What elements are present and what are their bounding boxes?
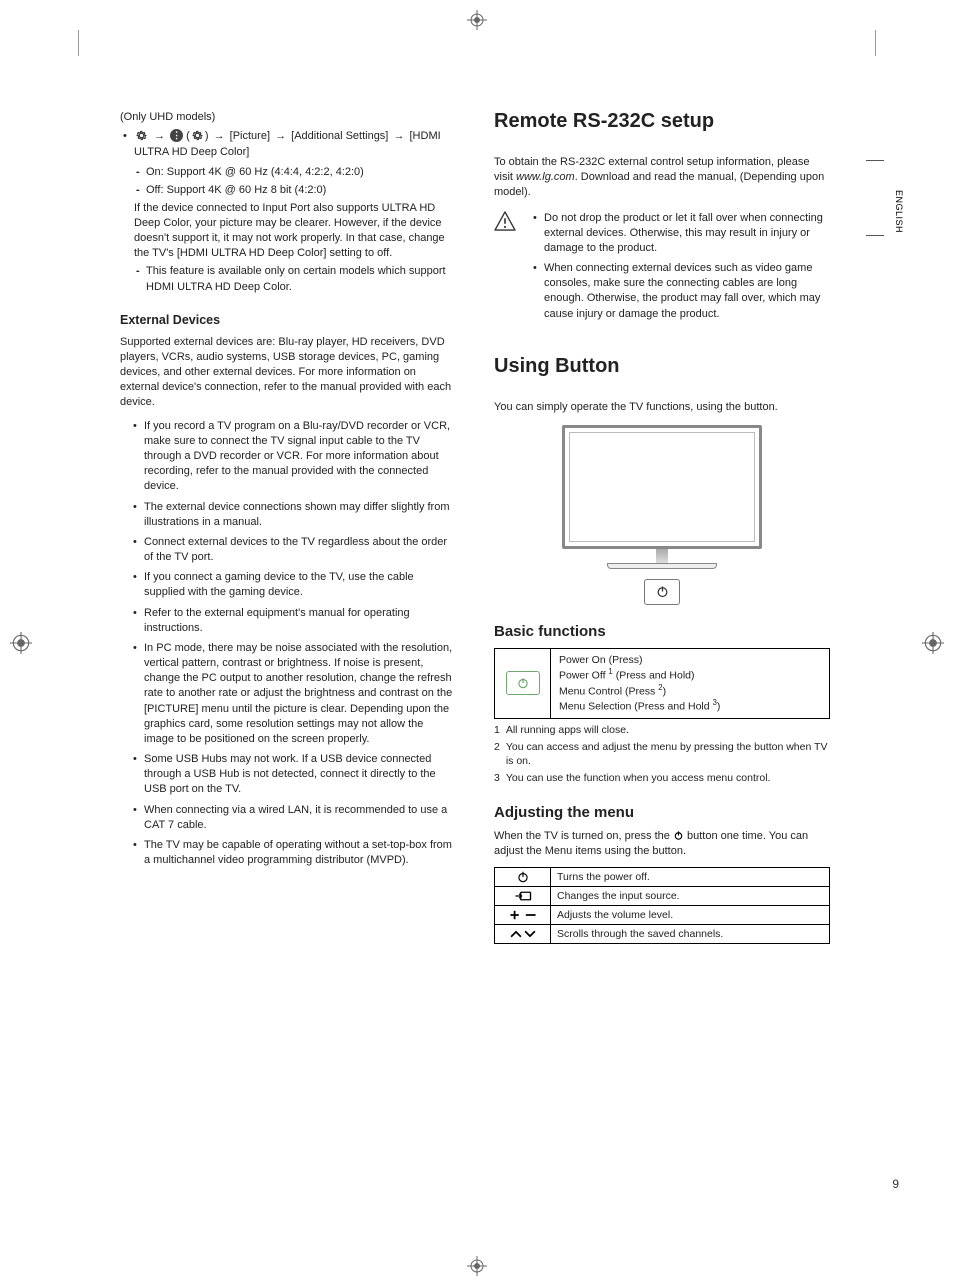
list-item: If you connect a gaming device to the TV… (144, 570, 456, 600)
caution-icon (494, 211, 516, 231)
crop-target-icon (10, 632, 32, 654)
power-icon (516, 676, 530, 690)
page-number: 9 (892, 1177, 899, 1191)
power-icon (655, 584, 670, 599)
menu-functions-table: Turns the power off. Changes the input s… (494, 867, 830, 944)
subsection-heading: Adjusting the menu (494, 804, 830, 821)
power-button-icon (506, 671, 540, 695)
list-item: Connect external devices to the TV regar… (144, 535, 456, 565)
power-icon (516, 870, 530, 884)
table-row: Changes the input source. (495, 887, 830, 906)
text: When the TV is turned on, press the (494, 830, 673, 842)
footnote: 3You can use the function when you acces… (494, 771, 830, 786)
arrow-icon: → (214, 130, 225, 142)
description-cell: Adjusts the volume level. (551, 906, 830, 925)
footnote: 1All running apps will close. (494, 723, 830, 738)
section-heading: Remote RS-232C setup (494, 110, 830, 133)
tv-diagram (494, 425, 830, 605)
section-paragraph: You can simply operate the TV functions,… (494, 400, 830, 415)
footnotes: 1All running apps will close. 2You can a… (494, 723, 830, 786)
table-row: Scrolls through the saved channels. (495, 925, 830, 944)
basic-functions-table: Power On (Press) Power Off 1 (Press and … (494, 648, 830, 719)
arrow-icon: → (154, 130, 165, 142)
icon-cell (495, 868, 551, 887)
divider (866, 160, 884, 161)
model-note: (Only UHD models) (120, 110, 456, 125)
tv-power-button (644, 579, 680, 605)
description-cell: Scrolls through the saved channels. (551, 925, 830, 944)
setting-option: Off: Support 4K @ 60 Hz 8 bit (4:2:0) (146, 183, 456, 198)
icon-cell (495, 925, 551, 944)
function-line: Power Off 1 (Press and Hold) (559, 667, 821, 683)
table-text-cell: Power On (Press) Power Off 1 (Press and … (551, 649, 829, 718)
input-icon (514, 890, 532, 902)
crop-target-icon (922, 632, 944, 654)
list-item: If you record a TV program on a Blu-ray/… (144, 419, 456, 495)
icon-cell (495, 887, 551, 906)
list-item: When connecting via a wired LAN, it is r… (144, 803, 456, 833)
gear-icon (191, 129, 204, 142)
list-item: Refer to the external equipment's manual… (144, 606, 456, 636)
crop-corner (78, 30, 79, 56)
website-link: www.lg.com (516, 171, 575, 183)
language-tab: ENGLISH (894, 190, 904, 233)
path-segment: [Additional Settings] (291, 130, 388, 142)
channel-icon (509, 928, 537, 940)
left-column: (Only UHD models) → ⋮ () → [Picture] → [… (120, 110, 456, 944)
feature-note: This feature is available only on certai… (146, 264, 456, 294)
path-segment: [Picture] (230, 130, 270, 142)
right-column: Remote RS-232C setup To obtain the RS-23… (494, 110, 830, 944)
arrow-icon: → (393, 130, 404, 142)
description-cell: Changes the input source. (551, 887, 830, 906)
table-row: Adjusts the volume level. (495, 906, 830, 925)
divider (866, 235, 884, 236)
icon-cell (495, 906, 551, 925)
gear-icon (135, 129, 148, 142)
list-item: The external device connections shown ma… (144, 500, 456, 530)
description-cell: Turns the power off. (551, 868, 830, 887)
deep-color-note: If the device connected to Input Port al… (134, 201, 456, 260)
caution-item: When connecting external devices such as… (544, 261, 830, 322)
adjust-paragraph: When the TV is turned on, press the butt… (494, 829, 830, 859)
footnote: 2You can access and adjust the menu by p… (494, 740, 830, 769)
setting-option: On: Support 4K @ 60 Hz (4:4:4, 4:2:2, 4:… (146, 165, 456, 180)
tv-stand (656, 549, 668, 563)
list-item: In PC mode, there may be noise associate… (144, 641, 456, 747)
list-item: The TV may be capable of operating witho… (144, 838, 456, 868)
settings-path-item: → ⋮ () → [Picture] → [Additional Setting… (134, 129, 456, 295)
list-item: Some USB Hubs may not work. If a USB dev… (144, 752, 456, 798)
rs232-paragraph: To obtain the RS-232C external control s… (494, 155, 830, 201)
all-settings-icon: ⋮ (170, 129, 183, 142)
crop-corner (875, 30, 876, 56)
arrow-icon: → (275, 130, 286, 142)
section-paragraph: Supported external devices are: Blu-ray … (120, 335, 456, 411)
power-icon (673, 830, 684, 841)
volume-icon (509, 909, 537, 921)
function-line: Menu Selection (Press and Hold 3) (559, 698, 821, 714)
crop-target-icon (467, 1256, 487, 1276)
function-line: Power On (Press) (559, 653, 821, 667)
function-line: Menu Control (Press 2) (559, 683, 821, 699)
crop-target-icon (467, 10, 487, 30)
caution-block: Do not drop the product or let it fall o… (494, 211, 830, 327)
subsection-heading: Basic functions (494, 623, 830, 640)
table-row: Turns the power off. (495, 868, 830, 887)
caution-item: Do not drop the product or let it fall o… (544, 211, 830, 257)
table-icon-cell (495, 649, 551, 718)
tv-screen (562, 425, 762, 549)
section-heading: Using Button (494, 355, 830, 378)
section-heading: External Devices (120, 313, 456, 327)
tv-stand (607, 563, 717, 569)
